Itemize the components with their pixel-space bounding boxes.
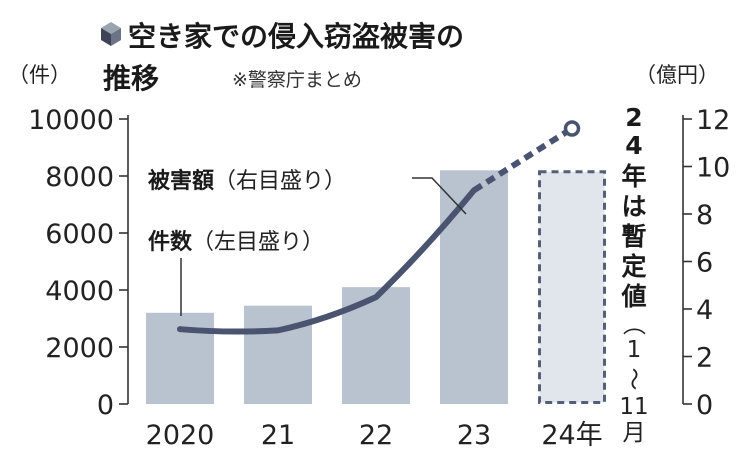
damage-line-dashed [472, 125, 574, 193]
left-tick-label: 4000 [45, 276, 114, 307]
count-annotation-scale: （左目盛り） [192, 230, 324, 255]
x-axis-labels: 2020 21 22 23 24年 [146, 420, 603, 451]
source-note: ※警察庁まとめ [232, 69, 362, 91]
right-tick-label: 4 [696, 295, 713, 326]
provisional-note-char: 年 [621, 162, 646, 191]
provisional-note-char: 1 [627, 337, 642, 363]
right-axis: 0 2 4 6 8 10 12 [682, 105, 730, 421]
damage-annotation-scale: （右目盛り） [214, 169, 346, 194]
left-tick-label: 8000 [45, 162, 114, 193]
bar [244, 305, 312, 404]
right-tick-label: 2 [696, 343, 713, 374]
svg-text:被害額（右目盛り）: 被害額（右目盛り） [148, 168, 346, 194]
right-axis-unit: （億円） [635, 63, 719, 87]
x-tick-label: 21 [261, 420, 295, 451]
provisional-note-char: 2 [625, 103, 642, 132]
damage-line-endpoint [563, 120, 581, 137]
damage-line [177, 120, 581, 335]
left-tick-label: 6000 [45, 219, 114, 250]
right-tick-label: 8 [696, 200, 713, 231]
damage-annotation-label: 被害額 [148, 168, 214, 194]
count-annotation-label: 件数 [148, 229, 193, 255]
provisional-note-char: 〜 [620, 368, 646, 391]
left-tick-label: 10000 [28, 105, 114, 136]
count-annotation: 件数（左目盛り） [148, 229, 324, 316]
bar-provisional [538, 170, 606, 404]
provisional-note-char: （ [620, 313, 646, 336]
x-tick-label: 24年 [541, 420, 602, 451]
damage-annotation: 被害額（右目盛り） [148, 168, 467, 215]
x-tick-label: 2020 [146, 420, 215, 451]
svg-text:件数（左目盛り）: 件数（左目盛り） [148, 229, 324, 255]
damage-line-solid [177, 187, 477, 335]
x-tick-label: 22 [359, 420, 393, 451]
bars [146, 170, 606, 404]
left-axis: 0 2000 4000 6000 8000 10000 [28, 105, 129, 421]
right-tick-label: 6 [696, 248, 713, 279]
right-tick-label: 10 [696, 153, 730, 184]
x-tick-label: 23 [457, 420, 491, 451]
right-tick-label: 12 [696, 105, 730, 136]
left-tick-label: 0 [97, 390, 114, 421]
chart-title-line2: 推移 [103, 62, 159, 95]
provisional-note-char: 4 [625, 131, 642, 160]
title-icon [101, 22, 121, 46]
bar [440, 170, 508, 404]
provisional-note-char: 月 [623, 420, 646, 446]
left-tick-label: 2000 [45, 333, 114, 364]
provisional-note-char: は [621, 192, 646, 221]
damage-leader-line [412, 177, 467, 215]
left-axis-unit: （件） [8, 63, 71, 87]
chart-title-line1: 空き家での侵入窃盗被害の [128, 20, 464, 53]
provisional-note-char: 定 [621, 252, 646, 281]
provisional-note-char: 値 [620, 282, 646, 311]
provisional-note-char: 暫 [621, 222, 646, 251]
provisional-note-char: 11 [619, 394, 648, 420]
right-tick-label: 0 [696, 390, 713, 421]
